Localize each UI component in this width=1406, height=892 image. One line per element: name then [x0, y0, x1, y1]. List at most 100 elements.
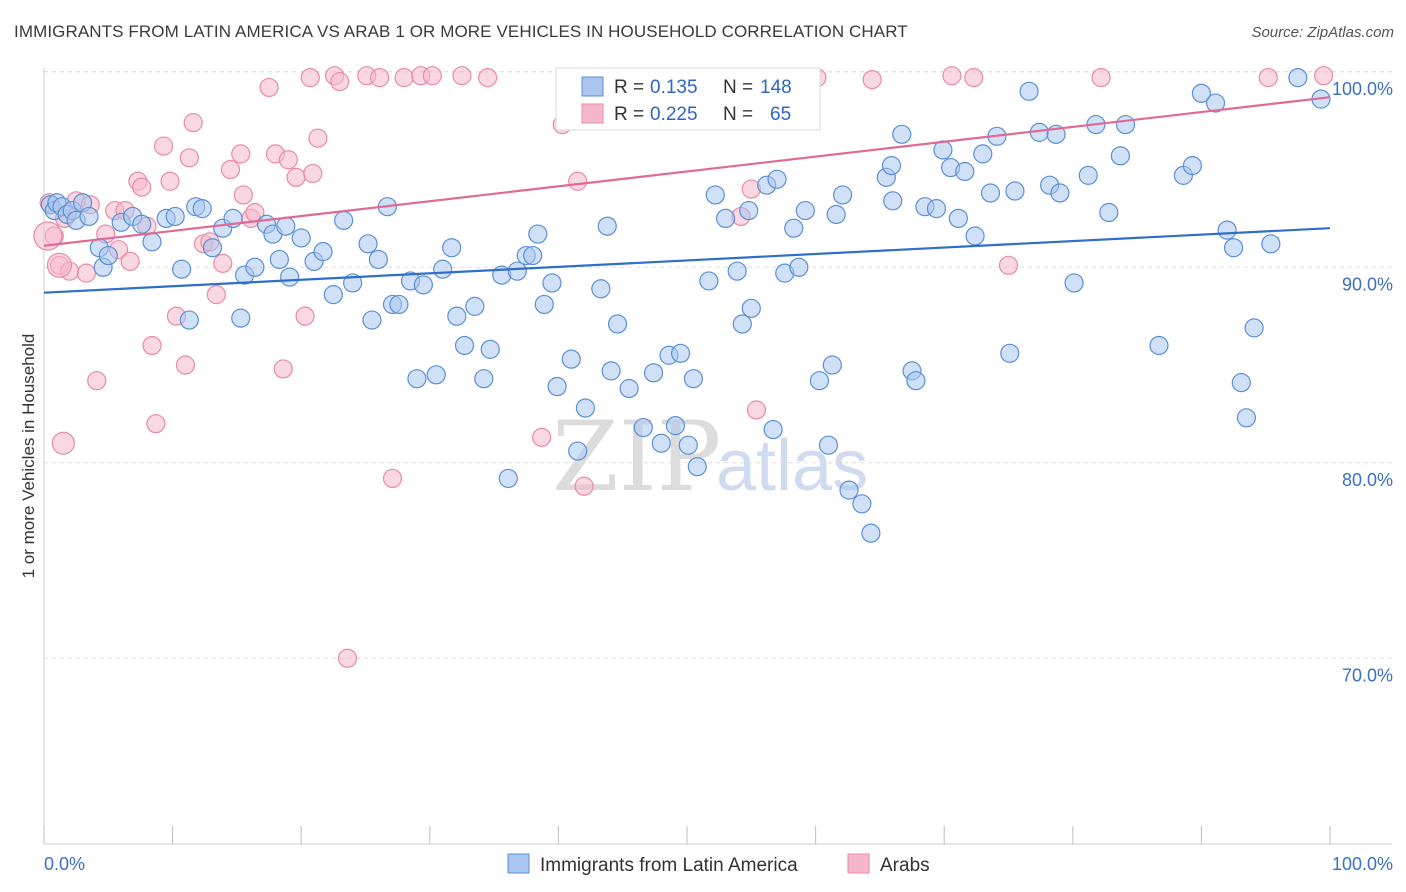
blue-point-50	[442, 238, 462, 258]
blue-point-57	[498, 468, 518, 489]
blue-point-131	[1110, 146, 1130, 166]
blue-point-25	[231, 308, 251, 328]
blue-point-126	[1050, 183, 1070, 203]
blue-point-94	[789, 257, 809, 277]
blue-point-48	[426, 365, 446, 385]
blue-point-15	[142, 232, 162, 252]
pink-point-57	[574, 476, 594, 496]
legend-swatch-blue	[581, 76, 604, 97]
series-legend-label-pink: Arabs	[880, 855, 930, 876]
series-legend-swatch-pink	[847, 853, 870, 874]
blue-point-82	[699, 271, 719, 291]
pink-point-29	[220, 159, 241, 180]
blue-point-98	[822, 355, 842, 375]
blue-point-62	[534, 294, 554, 315]
pink-point-31	[233, 185, 253, 205]
chart-title: IMMIGRANTS FROM LATIN AMERICA VS ARAB 1 …	[14, 22, 908, 41]
blue-point-95	[795, 200, 815, 221]
blue-point-109	[906, 371, 926, 391]
pink-point-70	[1313, 66, 1334, 86]
blue-point-137	[1205, 93, 1226, 113]
blue-point-32	[280, 267, 300, 287]
trend-lines	[43, 96, 1331, 294]
blue-point-136	[1191, 83, 1212, 103]
series-legend-label-blue: Immigrants from Latin America	[540, 855, 798, 876]
pink-point-47	[370, 68, 390, 88]
blue-point-41	[368, 249, 388, 270]
blue-point-141	[1236, 408, 1257, 428]
series-legend: Immigrants from Latin America Arabs	[507, 853, 930, 876]
blue-point-99	[826, 204, 846, 225]
blue-point-17	[165, 206, 185, 227]
blue-point-117	[973, 144, 993, 164]
blue-point-93	[784, 218, 804, 238]
series-legend-swatch-blue	[507, 853, 530, 874]
pink-point-17	[142, 335, 162, 356]
blue-point-128	[1078, 165, 1098, 185]
blue-point-30	[269, 249, 289, 270]
blue-point-84	[715, 208, 736, 228]
blue-point-83	[705, 185, 725, 205]
blue-point-61	[528, 224, 548, 244]
legend-r-label-blue: R =	[614, 77, 644, 98]
blue-point-105	[881, 156, 902, 176]
legend-n-label-blue: N =	[723, 77, 753, 98]
pink-point-64	[862, 69, 882, 90]
blue-point-91	[767, 169, 787, 189]
blue-point-68	[591, 279, 611, 299]
blue-point-135	[1182, 156, 1202, 176]
blue-point-111	[926, 199, 947, 219]
legend-n-value-pink: 65	[770, 104, 791, 125]
blue-point-64	[547, 376, 567, 397]
pink-point-24	[183, 113, 203, 133]
y-tick-labels: 70.0% 80.0% 90.0% 100.0%	[1332, 79, 1393, 686]
blue-point-144	[1288, 68, 1308, 88]
pink-point-18	[146, 414, 166, 434]
pink-point-66	[964, 68, 984, 88]
blue-point-18	[172, 259, 192, 279]
pink-point-41	[303, 163, 323, 184]
blue-point-14	[132, 214, 152, 234]
y-axis-label: 1 or more Vehicles in Household	[19, 334, 38, 579]
blue-point-71	[607, 314, 628, 334]
blue-point-130	[1099, 202, 1119, 223]
blue-point-118	[980, 183, 1001, 203]
pink-point-42	[308, 128, 328, 148]
blue-point-81	[687, 457, 707, 477]
x-tick-labels: 0.0% 100.0%	[44, 854, 1393, 874]
pink-point-27	[206, 285, 226, 305]
pink-point-22	[175, 355, 196, 375]
blue-point-49	[433, 259, 453, 279]
blue-point-44	[389, 294, 409, 315]
blue-point-27	[245, 257, 265, 277]
blue-point-39	[358, 234, 378, 254]
blue-point-107	[892, 124, 912, 144]
watermark: ZIP atlas	[552, 401, 868, 513]
pink-point-19	[153, 136, 174, 156]
blue-point-40	[362, 310, 382, 330]
blue-point-100	[833, 185, 853, 205]
latin-america-points	[40, 68, 1331, 543]
blue-point-33	[291, 228, 311, 248]
blue-point-66	[568, 441, 588, 461]
pink-point-51	[422, 66, 442, 86]
blue-point-65	[561, 349, 581, 369]
legend-n-label-pink: N =	[723, 104, 753, 125]
pink-point-38	[286, 167, 306, 187]
blue-point-22	[202, 238, 223, 258]
pink-point-44	[330, 71, 350, 92]
pink-point-52	[452, 66, 472, 86]
pink-point-28	[213, 253, 233, 273]
blue-point-90	[763, 419, 783, 440]
pink-point-34	[259, 77, 279, 98]
blue-point-52	[454, 335, 475, 356]
blue-point-88	[741, 298, 761, 318]
blue-point-69	[597, 216, 617, 236]
blue-point-54	[474, 369, 494, 389]
legend-swatch-pink	[581, 103, 604, 124]
blue-point-79	[678, 435, 698, 455]
blue-point-35	[313, 242, 333, 262]
arabs-points	[33, 66, 1334, 668]
blue-point-60	[523, 245, 543, 266]
